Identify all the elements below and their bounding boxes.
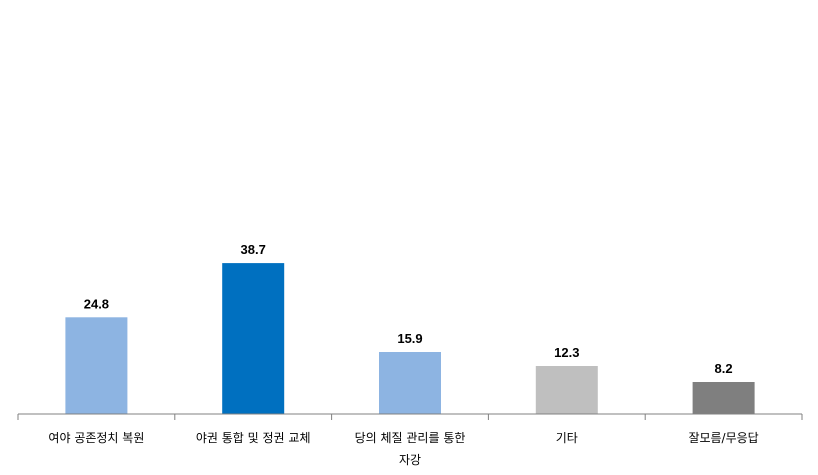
bar-value-label: 24.8	[84, 296, 109, 311]
bar-value-label: 15.9	[397, 331, 422, 346]
bar	[379, 352, 441, 414]
category-label: 당의 체질 관리를 통한	[355, 431, 466, 445]
category-label: 잘모름/무응답	[688, 431, 758, 445]
bar-value-label: 8.2	[715, 361, 733, 376]
category-label: 기타	[556, 431, 578, 445]
category-label: 자강	[399, 453, 421, 467]
x-axis-tick-group	[17, 414, 803, 420]
bar	[535, 366, 598, 414]
bar	[65, 317, 128, 414]
bar	[692, 382, 755, 414]
bar-value-label: 12.3	[554, 345, 579, 360]
category-label: 야권 통합 및 정권 교체	[196, 431, 311, 445]
value-label-group: 24.8 38.7 15.9 12.3 8.2	[84, 242, 733, 376]
bar	[222, 263, 285, 414]
bar-value-label: 38.7	[241, 242, 266, 257]
category-label: 여야 공존정치 복원	[48, 431, 144, 445]
bar-group	[65, 263, 755, 414]
